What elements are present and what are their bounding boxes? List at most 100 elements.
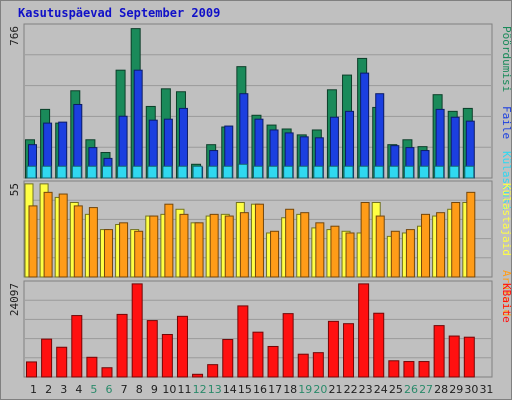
bar-bottom-kbaite-day-10: [161, 333, 173, 378]
x-tick-label-day-27: 27: [419, 383, 433, 396]
bar-bottom-kbaite-day-9: [146, 320, 158, 378]
x-tick-label-day-14: 14: [223, 383, 237, 396]
bar-top-k-lastusi-day-5: [86, 165, 97, 179]
bar-middle-aruteid-day-30: [466, 191, 476, 278]
bar-bottom-kbaite-day-23: [358, 283, 370, 378]
bar-bottom-kbaite-day-25: [388, 360, 400, 378]
x-tick-label-day-9: 9: [151, 383, 158, 396]
bar-bottom-kbaite-day-26: [403, 361, 415, 378]
bar-middle-aruteid-day-3: [58, 193, 68, 278]
x-tick-label-day-16: 16: [253, 383, 267, 396]
bar-middle-aruteid-day-11: [179, 213, 189, 278]
bar-middle-aruteid-day-23: [360, 202, 370, 278]
chart-title: Kasutuspäevad September 2009: [18, 6, 221, 20]
bar-top-k-lastusi-day-14: [222, 165, 233, 179]
x-tick-label-day-13: 13: [208, 383, 222, 396]
bar-bottom-kbaite-day-4: [71, 315, 83, 378]
bar-top-k-lastusi-day-28: [434, 165, 445, 179]
bar-bottom-kbaite-day-20: [312, 352, 324, 378]
bar-middle-aruteid-day-28: [436, 212, 446, 278]
bar-top-k-lastusi-day-24: [373, 165, 384, 179]
x-tick-label-day-21: 21: [328, 383, 342, 396]
bar-middle-aruteid-day-22: [345, 232, 355, 278]
bar-middle-aruteid-day-8: [134, 230, 144, 278]
bar-bottom-kbaite-day-12: [192, 373, 204, 378]
bar-middle-aruteid-day-6: [103, 229, 113, 278]
x-tick-label-day-31: 31: [479, 383, 493, 396]
x-tick-label-day-25: 25: [389, 383, 403, 396]
bar-middle-aruteid-day-9: [149, 215, 159, 278]
x-tick-label-day-3: 3: [60, 383, 67, 396]
bar-middle-aruteid-day-20: [315, 222, 325, 278]
bar-middle-aruteid-day-15: [239, 212, 249, 278]
bar-bottom-kbaite-day-16: [252, 331, 264, 378]
bar-middle-aruteid-day-14: [224, 215, 234, 278]
bar-top-k-lastusi-day-2: [41, 165, 52, 179]
bar-middle-aruteid-day-26: [405, 229, 415, 278]
bar-top-k-lastusi-day-18: [283, 165, 294, 179]
bar-top-k-lastusi-day-15: [237, 163, 248, 179]
bar-middle-aruteid-day-21: [330, 225, 340, 278]
bar-top-k-lastusi-day-11: [177, 165, 188, 179]
x-tick-label-day-15: 15: [238, 383, 252, 396]
bar-middle-aruteid-day-17: [270, 230, 280, 278]
x-tick-label-day-23: 23: [359, 383, 373, 396]
bar-bottom-kbaite-day-28: [433, 325, 445, 378]
bar-top-k-lastusi-day-1: [26, 165, 37, 179]
x-tick-label-day-1: 1: [30, 383, 37, 396]
bar-bottom-kbaite-day-22: [343, 323, 355, 378]
legend-top-0: Pöördumisi: [500, 26, 512, 92]
bar-top-k-lastusi-day-21: [328, 165, 339, 179]
x-tick-label-day-8: 8: [136, 383, 143, 396]
x-tick-label-day-7: 7: [121, 383, 128, 396]
bar-middle-aruteid-day-10: [164, 203, 174, 278]
bar-bottom-kbaite-day-21: [327, 320, 339, 378]
bar-bottom-kbaite-day-17: [267, 345, 279, 378]
bar-bottom-kbaite-day-29: [448, 335, 460, 378]
bar-top-faile-day-8: [133, 69, 143, 179]
bar-bottom-kbaite-day-11: [176, 315, 188, 378]
bar-top-k-lastusi-day-12: [192, 165, 203, 179]
x-tick-label-day-29: 29: [449, 383, 463, 396]
bar-middle-aruteid-day-13: [209, 213, 219, 278]
bar-middle-aruteid-day-16: [254, 203, 264, 278]
bar-bottom-kbaite-day-30: [463, 336, 475, 378]
bar-bottom-kbaite-day-27: [418, 361, 430, 378]
bar-top-k-lastusi-day-30: [464, 165, 475, 179]
bar-bottom-kbaite-day-2: [41, 338, 53, 378]
x-tick-label-day-5: 5: [90, 383, 97, 396]
bar-top-k-lastusi-day-3: [56, 165, 67, 179]
bar-bottom-kbaite-day-7: [116, 313, 128, 378]
x-tick-label-day-12: 12: [193, 383, 207, 396]
bar-bottom-kbaite-day-19: [297, 353, 309, 378]
bar-top-k-lastusi-day-26: [403, 165, 414, 179]
bar-middle-aruteid-day-29: [451, 202, 461, 278]
bar-top-k-lastusi-day-19: [298, 165, 309, 179]
bar-top-k-lastusi-day-13: [207, 165, 218, 179]
y-max-label-bottom: 24097: [8, 283, 21, 316]
bar-middle-aruteid-day-18: [285, 208, 295, 278]
x-tick-label-day-17: 17: [268, 383, 282, 396]
bar-top-k-lastusi-day-23: [358, 165, 369, 179]
x-tick-label-day-24: 24: [374, 383, 388, 396]
bar-top-k-lastusi-day-17: [268, 165, 279, 179]
bar-bottom-kbaite-day-6: [101, 367, 113, 378]
x-tick-label-day-26: 26: [404, 383, 418, 396]
bar-bottom-kbaite-day-24: [373, 312, 385, 378]
y-max-label-top: 766: [8, 26, 21, 46]
bar-top-faile-day-23: [360, 72, 370, 179]
bar-bottom-kbaite-day-3: [56, 346, 68, 378]
legend-middle-1: Aruteid: [500, 270, 512, 316]
bar-middle-aruteid-day-4: [73, 205, 83, 278]
bar-middle-aruteid-day-2: [43, 191, 53, 278]
x-tick-label-day-30: 30: [464, 383, 478, 396]
x-tick-label-day-18: 18: [283, 383, 297, 396]
x-tick-label-day-28: 28: [434, 383, 448, 396]
bar-bottom-kbaite-day-13: [207, 364, 219, 378]
x-tick-label-day-2: 2: [45, 383, 52, 396]
bar-middle-aruteid-day-5: [88, 207, 98, 278]
bar-middle-aruteid-day-1: [28, 205, 38, 278]
y-max-label-middle: 55: [8, 183, 21, 196]
bar-top-faile-day-24: [375, 93, 385, 179]
